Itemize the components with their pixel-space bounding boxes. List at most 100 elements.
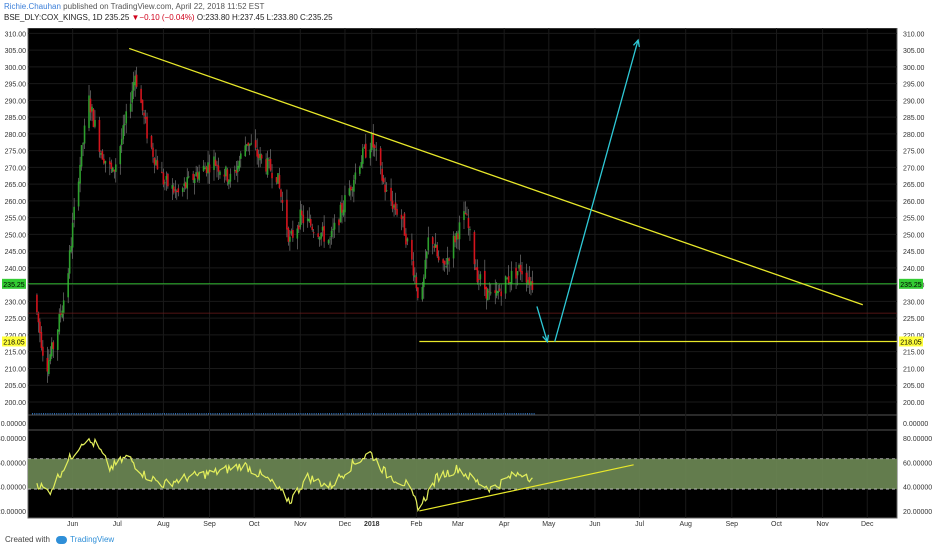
volume-bar bbox=[243, 413, 245, 415]
volume-bar bbox=[494, 413, 495, 415]
volume-bar bbox=[287, 413, 289, 415]
volume-bar bbox=[164, 413, 165, 415]
volume-pane bbox=[32, 413, 535, 415]
volume-bar bbox=[498, 413, 500, 415]
arrow-down bbox=[536, 306, 548, 342]
volume-bar bbox=[386, 413, 388, 415]
x-tick-label: Sep bbox=[203, 521, 216, 528]
candle-body bbox=[306, 218, 309, 221]
volume-bar bbox=[194, 413, 196, 415]
volume-bar bbox=[245, 413, 247, 415]
volume-tick-label-right: 0.00000 bbox=[903, 421, 928, 428]
volume-bar bbox=[353, 413, 355, 415]
created-with-text: Created with bbox=[5, 535, 50, 544]
volume-bar bbox=[117, 413, 119, 415]
y-tick-label-left: 205.00 bbox=[5, 383, 27, 390]
candle-body bbox=[92, 108, 95, 127]
volume-bar bbox=[254, 413, 256, 415]
tradingview-brand[interactable]: TradingView bbox=[70, 535, 115, 544]
volume-bar bbox=[419, 413, 421, 415]
volume-bar bbox=[293, 413, 295, 415]
candle-body bbox=[271, 172, 273, 179]
volume-bar bbox=[146, 413, 148, 415]
volume-bar bbox=[421, 413, 423, 415]
author-name[interactable]: Richie.Chauhan bbox=[4, 2, 61, 11]
candle-body bbox=[506, 278, 508, 280]
volume-bar bbox=[326, 413, 328, 415]
candle-body bbox=[37, 312, 40, 323]
volume-bar bbox=[390, 413, 392, 415]
candle-body bbox=[195, 172, 197, 177]
volume-bar bbox=[406, 413, 407, 415]
tradingview-logo-icon bbox=[56, 535, 68, 544]
candle-body bbox=[497, 291, 500, 294]
change-down-icon: ▼ bbox=[131, 13, 140, 22]
volume-bar bbox=[441, 413, 443, 415]
volume-bar bbox=[47, 413, 49, 415]
candle-body bbox=[214, 159, 217, 166]
candle-body bbox=[281, 200, 284, 203]
volume-bar bbox=[529, 413, 531, 415]
volume-bar bbox=[84, 413, 86, 415]
y-tick-label-right: 285.00 bbox=[903, 115, 925, 122]
candle-body bbox=[226, 169, 229, 182]
volume-bar bbox=[364, 413, 366, 415]
volume-bar bbox=[373, 413, 374, 415]
volume-bar bbox=[267, 413, 269, 415]
volume-bar bbox=[524, 413, 526, 415]
volume-bar bbox=[133, 413, 135, 415]
candle-body bbox=[463, 211, 465, 220]
candle-body bbox=[265, 159, 267, 172]
candle-body bbox=[403, 213, 406, 236]
candle-body bbox=[394, 202, 397, 210]
candle-body bbox=[173, 186, 175, 193]
volume-bar bbox=[351, 413, 352, 415]
volume-bar bbox=[100, 413, 102, 415]
candle-body bbox=[177, 188, 180, 193]
volume-bar bbox=[410, 413, 412, 415]
volume-bar bbox=[324, 413, 326, 415]
y-tick-label-left: 230.00 bbox=[5, 299, 27, 306]
x-tick-label: Feb bbox=[410, 521, 422, 528]
candle-body bbox=[424, 259, 427, 278]
candle-body bbox=[360, 162, 363, 168]
volume-bar bbox=[210, 413, 212, 415]
candle-body bbox=[458, 222, 461, 240]
volume-bar bbox=[179, 413, 181, 415]
volume-bar bbox=[505, 413, 506, 415]
rsi-trendline bbox=[419, 464, 634, 512]
volume-bar bbox=[309, 413, 311, 415]
volume-bar bbox=[454, 413, 456, 415]
candle-body bbox=[171, 185, 174, 189]
volume-bar bbox=[370, 413, 372, 415]
candle-body bbox=[363, 146, 366, 148]
volume-bar bbox=[263, 413, 264, 415]
candle-body bbox=[204, 167, 206, 170]
volume-bar bbox=[258, 413, 260, 415]
volume-bar bbox=[126, 413, 128, 415]
volume-bar bbox=[137, 413, 139, 415]
candle-body bbox=[165, 175, 168, 180]
volume-bar bbox=[153, 413, 154, 415]
volume-bar bbox=[509, 413, 511, 415]
symbol-label[interactable]: BSE_DLY:COX_KINGS, 1D bbox=[4, 13, 103, 22]
current-price-badge-right-bg bbox=[899, 278, 923, 289]
volume-bar bbox=[443, 413, 445, 415]
candle-body bbox=[475, 267, 477, 270]
x-tick-label: 2018 bbox=[364, 521, 380, 528]
candle-body bbox=[396, 209, 398, 215]
candle-body bbox=[110, 162, 113, 169]
volume-bar bbox=[337, 413, 339, 415]
y-tick-label-left: 270.00 bbox=[5, 165, 27, 172]
candle-body bbox=[235, 170, 238, 173]
candle-body bbox=[100, 153, 102, 155]
candle-body bbox=[437, 256, 440, 261]
candle-body bbox=[530, 281, 532, 286]
volume-bar bbox=[428, 413, 429, 415]
y-tick-label-right: 260.00 bbox=[903, 199, 925, 206]
volume-bar bbox=[225, 413, 227, 415]
candle-body bbox=[186, 177, 189, 189]
volume-bar bbox=[274, 413, 275, 415]
y-tick-label-right: 255.00 bbox=[903, 216, 925, 223]
